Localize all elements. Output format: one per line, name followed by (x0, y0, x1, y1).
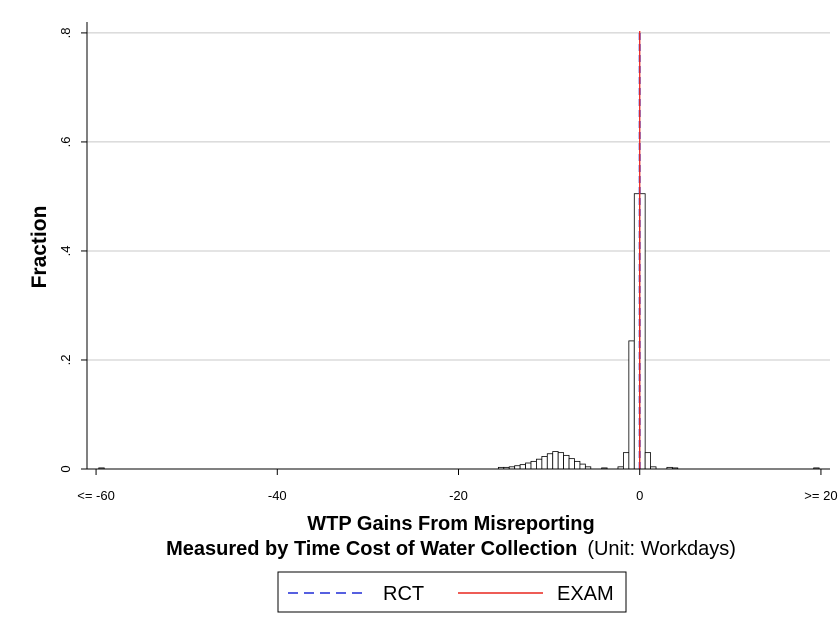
axes: 0 .2 .4 .6 .8 <= -60 -40 -20 0 >= 20 (58, 22, 838, 503)
y-tick-label: 0 (58, 465, 73, 472)
histogram-bar (541, 456, 548, 470)
histogram-bar (563, 454, 570, 470)
histogram-bar (552, 451, 559, 470)
x-axis-label-line1: WTP Gains From Misreporting (307, 513, 594, 535)
legend-rct-label: RCT (383, 583, 424, 605)
gridlines (87, 32, 830, 361)
y-tick-label: .8 (58, 27, 73, 38)
legend-box (277, 571, 627, 613)
histogram-bar (574, 460, 581, 470)
histogram-bar (530, 460, 537, 470)
x-axis-label-line2-bold: Measured by Time Cost of Water Collectio… (166, 538, 577, 560)
y-tick-label: .6 (58, 137, 73, 148)
histogram-bar (628, 340, 635, 470)
x-tick-label: <= -60 (77, 488, 115, 503)
x-axis-label-line2: Measured by Time Cost of Water Collectio… (166, 538, 736, 560)
x-tick-label: 0 (636, 488, 643, 503)
histogram-bar (623, 452, 630, 470)
histogram-bar (557, 452, 565, 470)
histogram-bar (568, 458, 575, 470)
y-tick-label: .4 (58, 246, 73, 257)
histogram-bars (98, 193, 820, 470)
x-tick-label: -40 (268, 488, 287, 503)
histogram-bar (525, 462, 532, 470)
legend: RCT EXAM (277, 571, 627, 613)
histogram-bar (536, 458, 543, 470)
y-tick-label: .2 (58, 355, 73, 366)
legend-exam-label: EXAM (557, 583, 614, 605)
x-tick-label: >= 20 (804, 488, 837, 503)
x-axis-label-line2-unit: (Unit: Workdays) (587, 538, 736, 560)
histogram-bar (519, 464, 526, 470)
x-tick-label: -20 (449, 488, 468, 503)
histogram-bar (546, 453, 554, 470)
histogram-bar (579, 463, 586, 470)
histogram-bar (644, 452, 651, 470)
y-axis-label: Fraction (28, 206, 51, 289)
